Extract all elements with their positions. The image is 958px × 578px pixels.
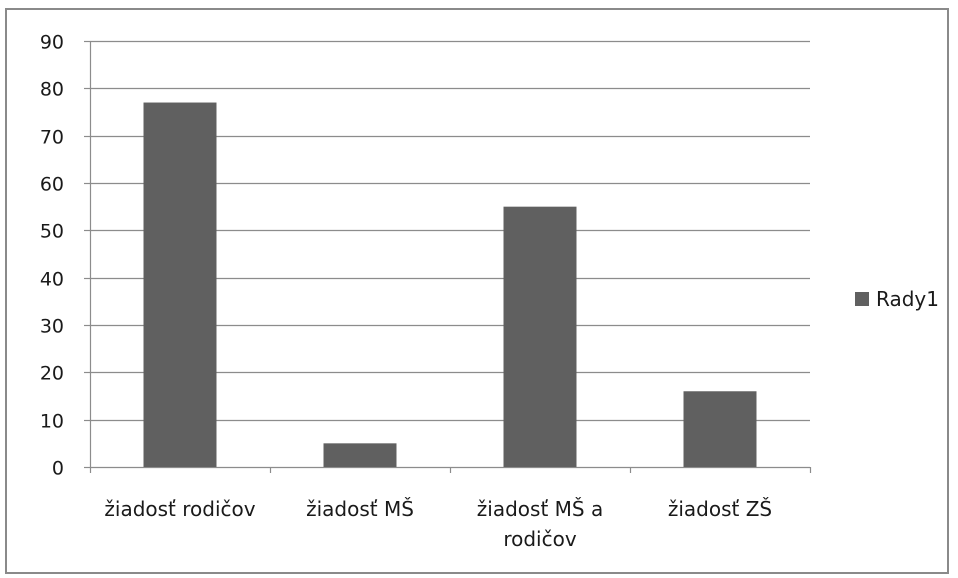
y-tick-label: 90 xyxy=(40,32,64,54)
y-tick-label: 60 xyxy=(40,174,64,196)
y-tick-label: 40 xyxy=(40,269,64,291)
axes xyxy=(84,40,812,473)
bar-2 xyxy=(503,206,577,467)
x-category-label: žiadosť MŠ xyxy=(306,497,414,521)
legend-label: Rady1 xyxy=(876,287,939,311)
bar-3 xyxy=(683,391,757,467)
x-category-label: žiadosť ZŠ xyxy=(668,497,772,521)
legend-swatch xyxy=(855,292,869,306)
bar-1 xyxy=(323,443,397,467)
y-tick-label: 50 xyxy=(40,221,64,243)
bars xyxy=(143,102,757,468)
y-tick-label: 0 xyxy=(52,458,64,480)
y-tick-label: 10 xyxy=(40,411,64,433)
y-tick-label: 30 xyxy=(40,316,64,338)
x-category-label: rodičov xyxy=(503,527,577,551)
y-tick-label: 70 xyxy=(40,127,64,149)
x-category-label: žiadosť MŠ a xyxy=(477,497,603,521)
y-tick-label: 80 xyxy=(40,79,64,101)
x-category-label: žiadosť rodičov xyxy=(104,497,255,521)
y-tick-label: 20 xyxy=(40,363,64,385)
legend: Rady1 xyxy=(855,287,939,311)
bar-0 xyxy=(143,102,217,468)
tick-labels: 0 10 20 30 40 50 60 70 80 90 žiadosť rodičov žiados… xyxy=(40,32,772,552)
